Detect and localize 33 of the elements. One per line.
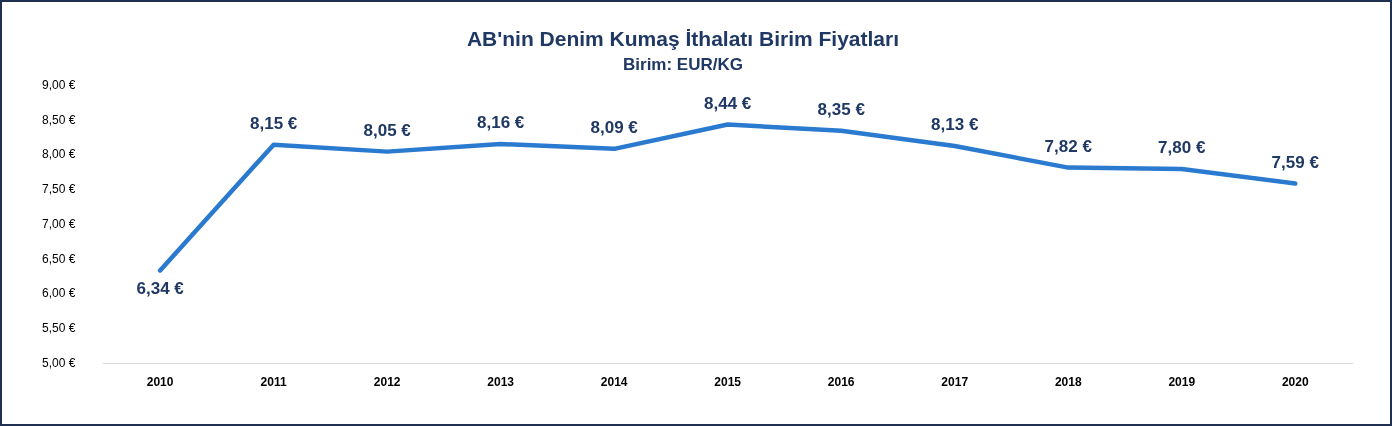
y-tick-label: 7,50 €: [41, 182, 76, 197]
x-tick-label: 2016: [827, 375, 855, 390]
x-tick-label: 2019: [1168, 375, 1196, 390]
chart-subtitle: Birim: EUR/KG: [623, 55, 743, 75]
x-tick-label: 2010: [146, 375, 174, 390]
x-tick-label: 2013: [487, 375, 515, 390]
x-tick-label: 2020: [1281, 375, 1309, 390]
y-tick-label: 8,00 €: [41, 147, 76, 162]
y-tick-label: 5,00 €: [41, 355, 76, 370]
data-label: 8,35 €: [817, 99, 866, 119]
data-label: 8,15 €: [250, 113, 298, 133]
x-tick-label: 2017: [941, 375, 969, 390]
x-tick-label: 2014: [600, 375, 628, 390]
x-tick-label: 2018: [1054, 375, 1082, 390]
data-label: 8,09 €: [590, 118, 639, 138]
data-label: 8,16 €: [477, 113, 525, 133]
data-label: 6,34 €: [136, 278, 185, 298]
data-label: 7,80 €: [1158, 138, 1206, 158]
y-tick-label: 6,50 €: [41, 251, 76, 266]
data-label: 7,82 €: [1044, 136, 1093, 156]
data-label: 7,59 €: [1271, 152, 1320, 172]
y-tick-label: 7,00 €: [41, 216, 76, 231]
y-tick-label: 8,50 €: [41, 112, 76, 127]
data-label: 8,05 €: [363, 120, 412, 140]
y-tick-label: 9,00 €: [41, 77, 76, 92]
y-tick-label: 5,50 €: [41, 321, 76, 336]
chart-title: AB'nin Denim Kumaş İthalatı Birim Fiyatları: [466, 27, 900, 51]
x-tick-label: 2011: [260, 375, 287, 390]
data-label: 8,13 €: [931, 115, 979, 135]
x-tick-label: 2015: [714, 375, 742, 390]
x-tick-label: 2012: [373, 375, 401, 390]
data-label: 8,44 €: [704, 93, 752, 113]
y-tick-label: 6,00 €: [41, 286, 76, 301]
